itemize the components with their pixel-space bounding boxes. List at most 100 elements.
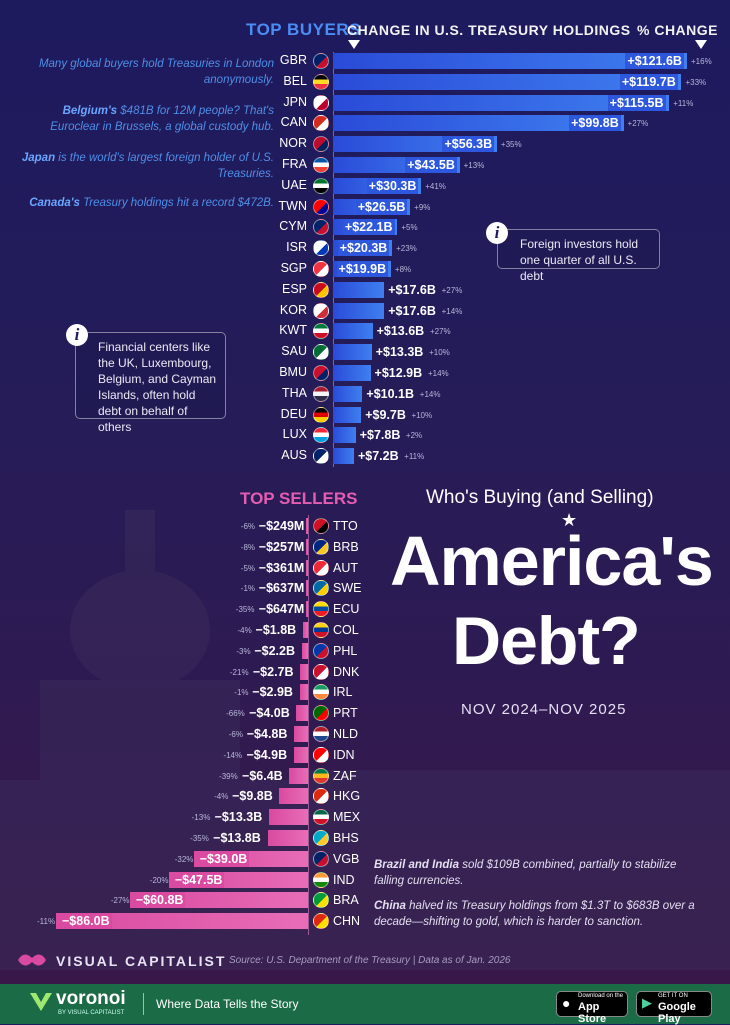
note-bold: China: [374, 900, 406, 912]
top-buyers-heading: TOP BUYERS: [246, 20, 361, 39]
info-icon: i: [486, 222, 508, 244]
pct-label: -13%: [191, 813, 211, 823]
category-label: IRL: [333, 685, 353, 700]
pct-label: -8%: [240, 542, 256, 552]
app-store-button[interactable]: ● Download on the App Store: [556, 991, 628, 1025]
flag-icon: [313, 281, 329, 298]
financial-centers-box: Financial centers like the UK, Luxembour…: [75, 332, 226, 434]
data-label: +$20.3B: [337, 240, 390, 257]
pct-arrow-icon: [695, 40, 707, 49]
data-label: +$10.1B: [366, 386, 414, 401]
category-label: TWN: [278, 198, 307, 213]
pct-label: -39%: [219, 771, 238, 781]
buyer-bar: [333, 427, 356, 444]
flag-icon: [313, 538, 329, 555]
flag-icon: [313, 448, 329, 465]
pct-label: -4%: [237, 626, 252, 635]
pct-label: -20%: [149, 875, 169, 885]
flag-icon: [313, 705, 329, 722]
buyer-bar: [333, 115, 624, 132]
flag-icon: [313, 850, 329, 867]
voronoi-logo-sub: BY VISUAL CAPITALIST: [58, 1010, 125, 1016]
pct-label: +35%: [500, 140, 522, 150]
app-store-label: App Store: [578, 1001, 607, 1025]
category-label: FRA: [282, 157, 307, 171]
seller-bar: [267, 830, 308, 846]
visual-capitalist-logo-icon: [18, 954, 46, 966]
data-label: +$119.7B: [619, 73, 678, 90]
data-label: +$9.7B: [365, 407, 406, 422]
pct-label: +33%: [685, 77, 707, 87]
data-label: −$60.8B: [133, 892, 186, 909]
data-label: +$7.2B: [357, 449, 399, 464]
data-label: +$99.8B: [569, 115, 621, 132]
pct-label: +27%: [441, 285, 463, 295]
category-label: AUS: [281, 448, 307, 463]
data-label: +$115.5B: [607, 94, 666, 111]
flag-icon: [313, 663, 329, 680]
pct-label: -14%: [223, 750, 243, 760]
seller-bar: [302, 622, 308, 638]
category-label: SWE: [333, 581, 362, 596]
flag-icon: [313, 684, 329, 701]
pct-label: -66%: [226, 709, 245, 719]
pct-label: -21%: [229, 667, 249, 677]
capitol-silhouette: [0, 510, 730, 970]
buyer-bar: [333, 281, 385, 298]
pct-label: -5%: [240, 563, 256, 573]
pct-label: -35%: [190, 834, 209, 843]
flag-icon: [313, 746, 329, 763]
data-label: −$86.0B: [60, 913, 112, 930]
flag-icon: [313, 157, 329, 173]
pct-label: +41%: [425, 181, 446, 191]
pct-label: -27%: [110, 896, 130, 906]
note-text: Many global buyers hold Treasuries in Lo…: [38, 58, 274, 86]
buyer-bar: [333, 344, 372, 361]
apple-icon: ●: [562, 995, 571, 1011]
pct-label: +5%: [401, 223, 418, 233]
data-label: +$30.3B: [366, 177, 419, 194]
data-label: −$249M: [258, 519, 305, 533]
data-label: −$2.7B: [252, 664, 294, 679]
buyer-bar: [333, 448, 354, 465]
category-label: ISR: [286, 240, 307, 255]
info-icon: i: [66, 324, 88, 346]
voronoi-logo: voronoi: [56, 988, 126, 1009]
note-text: halved its Treasury holdings from $1.3T …: [374, 900, 695, 928]
flag-icon: [313, 261, 329, 277]
top-sellers-heading: TOP SELLERS: [240, 489, 358, 508]
pct-label: +27%: [429, 327, 451, 337]
flag-icon: [313, 365, 329, 381]
seller-bar: [306, 559, 308, 576]
category-label: DEU: [280, 406, 307, 421]
pct-label: -1%: [234, 688, 249, 698]
flag-icon: [313, 601, 329, 618]
data-label: −$637M: [258, 581, 305, 596]
note-text: Treasury holdings hit a record $472B.: [79, 197, 274, 209]
category-label: THA: [282, 385, 307, 400]
flag-icon: [313, 580, 329, 597]
category-label: JPN: [283, 94, 307, 109]
data-label: +$12.9B: [374, 366, 423, 380]
financial-centers-text: Financial centers like the UK, Luxembour…: [98, 340, 217, 434]
flag-icon: [313, 559, 329, 576]
title-line-2: Debt?: [452, 603, 641, 679]
flag-icon: [313, 622, 329, 638]
data-label: −$4.8B: [246, 727, 288, 741]
buyer-bar: [333, 406, 362, 423]
google-play-small: GET IT ON: [658, 993, 688, 999]
buyer-bar: [333, 73, 682, 90]
pct-label: +27%: [627, 119, 649, 129]
seller-bar: [306, 518, 308, 534]
app-store-small: Download on the: [578, 993, 624, 999]
pct-label: +14%: [419, 389, 441, 399]
google-play-button[interactable]: ▶ GET IT ON Google Play: [636, 991, 712, 1025]
buyer-bar: [333, 385, 363, 402]
data-label: −$9.8B: [232, 789, 273, 804]
pct-label: +10%: [411, 410, 433, 420]
category-label: CHN: [333, 914, 361, 929]
pct-label: -3%: [236, 646, 251, 656]
data-label: −$4.9B: [246, 747, 288, 762]
flag-icon: [313, 518, 329, 534]
pct-label: +10%: [429, 348, 450, 358]
